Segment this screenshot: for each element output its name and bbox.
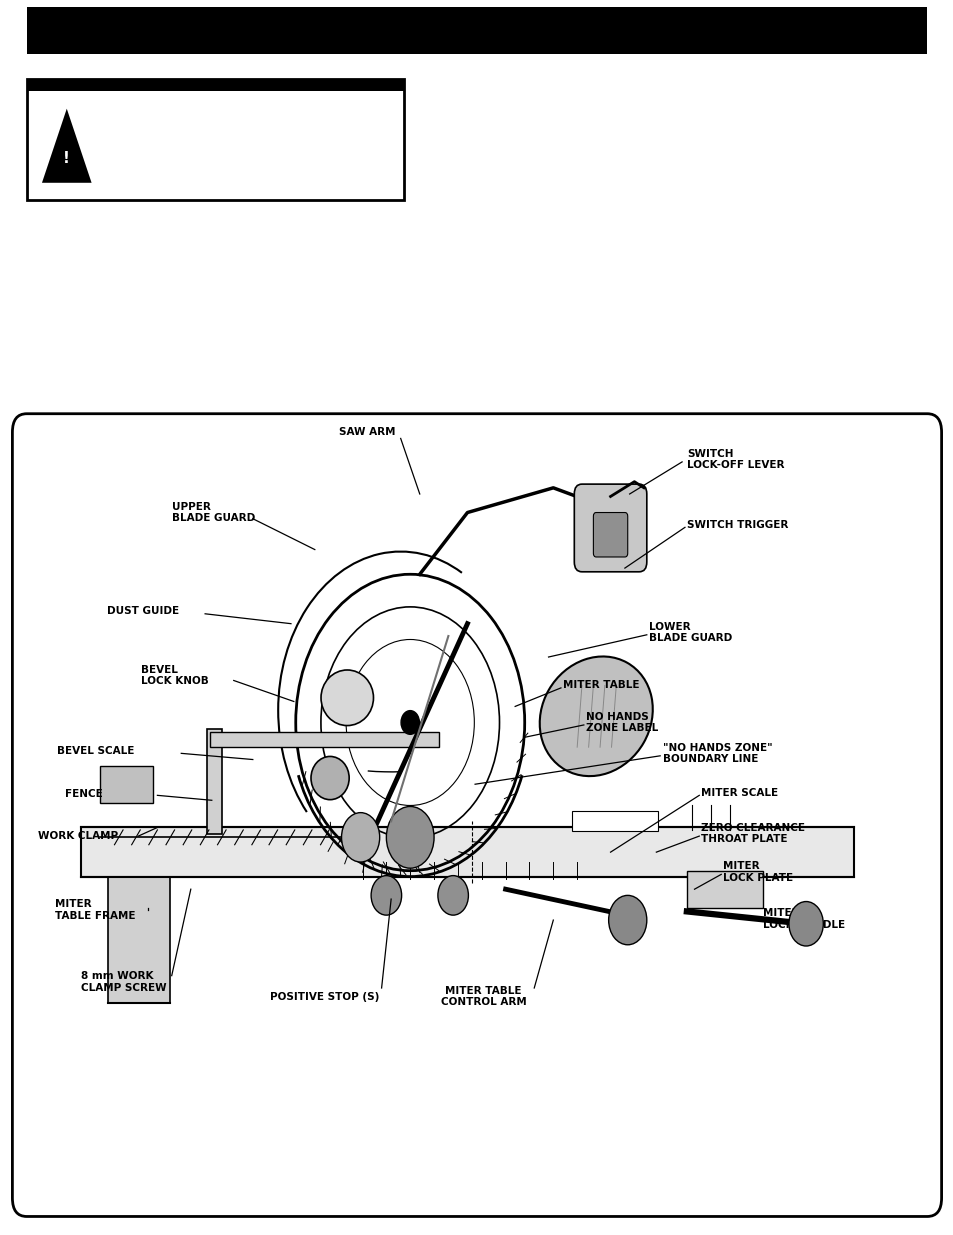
Text: SWITCH
LOCK-OFF LEVER: SWITCH LOCK-OFF LEVER (686, 448, 783, 471)
FancyBboxPatch shape (210, 732, 438, 747)
Circle shape (400, 710, 419, 735)
Text: POSITIVE STOP (S): POSITIVE STOP (S) (270, 992, 378, 1002)
FancyBboxPatch shape (81, 827, 853, 877)
Circle shape (608, 895, 646, 945)
Text: 8 mm WORK
CLAMP SCREW: 8 mm WORK CLAMP SCREW (81, 971, 167, 993)
FancyBboxPatch shape (100, 766, 152, 803)
Text: SWITCH TRIGGER: SWITCH TRIGGER (686, 520, 787, 530)
FancyBboxPatch shape (572, 811, 658, 831)
FancyBboxPatch shape (574, 484, 646, 572)
Text: WORK CLAMP: WORK CLAMP (38, 831, 118, 841)
FancyBboxPatch shape (686, 871, 762, 908)
Circle shape (386, 806, 434, 868)
Circle shape (341, 813, 379, 862)
Text: LOWER
BLADE GUARD: LOWER BLADE GUARD (648, 621, 731, 643)
Text: SAW ARM: SAW ARM (338, 427, 395, 437)
FancyBboxPatch shape (27, 79, 403, 91)
Polygon shape (42, 109, 91, 183)
Text: BEVEL
LOCK KNOB: BEVEL LOCK KNOB (141, 664, 209, 687)
Ellipse shape (320, 669, 374, 726)
Text: ZERO CLEARANCE
THROAT PLATE: ZERO CLEARANCE THROAT PLATE (700, 823, 804, 845)
FancyBboxPatch shape (27, 79, 403, 200)
Text: BEVEL SCALE: BEVEL SCALE (57, 746, 134, 756)
FancyBboxPatch shape (12, 414, 941, 1216)
Circle shape (371, 876, 401, 915)
Circle shape (788, 902, 822, 946)
Text: FENCE: FENCE (65, 789, 103, 799)
Text: MITER TABLE
CONTROL ARM: MITER TABLE CONTROL ARM (440, 986, 526, 1008)
Text: UPPER
BLADE GUARD: UPPER BLADE GUARD (172, 501, 254, 524)
Ellipse shape (311, 756, 349, 800)
Ellipse shape (539, 657, 652, 776)
Text: MITER
TABLE FRAME: MITER TABLE FRAME (55, 899, 135, 921)
Text: !: ! (63, 151, 71, 165)
Text: NO HANDS
ZONE LABEL: NO HANDS ZONE LABEL (585, 711, 658, 734)
Circle shape (437, 876, 468, 915)
Text: MITER TABLE: MITER TABLE (562, 680, 639, 690)
Text: "NO HANDS ZONE"
BOUNDARY LINE: "NO HANDS ZONE" BOUNDARY LINE (662, 742, 772, 764)
FancyBboxPatch shape (27, 7, 926, 54)
Text: MITER SCALE: MITER SCALE (700, 788, 778, 798)
FancyBboxPatch shape (207, 729, 222, 834)
FancyBboxPatch shape (593, 513, 627, 557)
Text: MITER
LOCK HANDLE: MITER LOCK HANDLE (762, 908, 844, 930)
Text: MITER
LOCK PLATE: MITER LOCK PLATE (722, 861, 793, 883)
Text: DUST GUIDE: DUST GUIDE (107, 606, 179, 616)
FancyBboxPatch shape (108, 877, 170, 1003)
